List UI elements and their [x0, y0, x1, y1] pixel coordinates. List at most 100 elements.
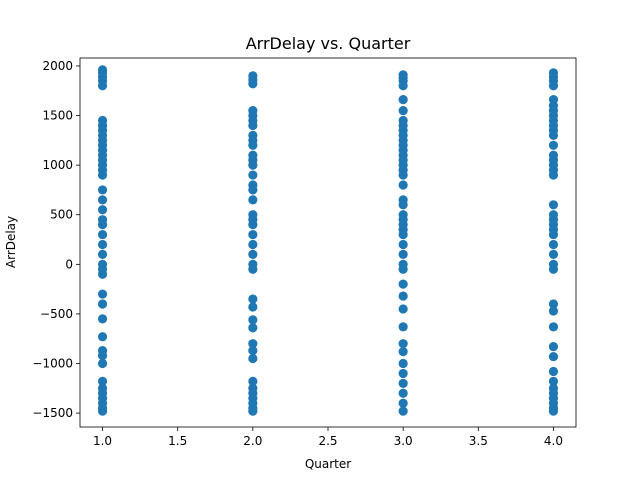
data-point-q2-24 — [248, 264, 258, 274]
data-point-q2-13 — [248, 170, 258, 180]
chart-title: ArrDelay vs. Quarter — [246, 34, 411, 53]
data-point-q3-17 — [398, 170, 408, 180]
data-point-q4-32 — [548, 351, 559, 362]
data-point-q4-23 — [548, 229, 559, 240]
data-point-q3-34 — [398, 339, 408, 349]
x-tick-label: 2.5 — [318, 434, 337, 448]
data-point-q2-9 — [248, 140, 258, 150]
data-point-q1-28 — [97, 289, 108, 299]
data-point-q1-18 — [97, 195, 108, 205]
x-tick-label: 2.0 — [243, 434, 262, 448]
x-tick-label: 4.0 — [544, 434, 563, 448]
data-point-q1-35 — [97, 376, 108, 386]
data-point-q2-29 — [248, 339, 258, 349]
y-tick-label: 500 — [50, 208, 73, 222]
data-point-q3-38 — [398, 378, 408, 388]
x-tick-label: 3.0 — [394, 434, 413, 448]
data-point-q3-4 — [398, 95, 408, 105]
data-point-q1-27 — [97, 269, 108, 279]
y-tick-label: −1500 — [32, 406, 73, 420]
y-tick-label: 0 — [65, 257, 73, 271]
data-point-q2-12 — [248, 160, 258, 170]
data-point-q3-36 — [398, 358, 408, 369]
data-point-q4-30 — [548, 322, 559, 332]
data-point-q2-2 — [248, 79, 258, 89]
data-point-q4-3 — [548, 81, 559, 91]
data-point-q2-22 — [248, 249, 258, 260]
data-point-q2-27 — [248, 315, 258, 325]
data-point-q4-11 — [548, 130, 559, 140]
data-point-q2-15 — [248, 185, 258, 195]
data-point-q2-28 — [248, 323, 258, 333]
data-point-q3-35 — [398, 347, 408, 357]
data-point-q4-17 — [548, 170, 559, 180]
x-axis-label: Quarter — [305, 457, 351, 471]
data-point-q3-39 — [398, 388, 408, 398]
data-point-q4-27 — [548, 264, 559, 274]
data-point-q4-33 — [548, 366, 559, 377]
data-point-q2-32 — [248, 376, 258, 386]
data-point-q3-33 — [398, 322, 408, 332]
data-point-q3-40 — [398, 398, 408, 408]
data-point-q3-30 — [398, 279, 408, 289]
data-point-q3-3 — [398, 81, 408, 91]
data-point-q2-19 — [248, 220, 258, 230]
data-point-q1-4 — [97, 81, 108, 91]
data-point-q4-31 — [548, 342, 559, 352]
data-point-q1-24 — [97, 249, 108, 260]
y-axis-label: ArrDelay — [4, 216, 18, 268]
data-point-q1-19 — [97, 205, 108, 215]
y-tick-label: 1000 — [42, 158, 73, 172]
data-point-q3-29 — [398, 264, 408, 274]
data-point-q4-34 — [548, 376, 559, 386]
x-axis: 1.0 1.5 2.0 2.5 3.0 3.5 4.0 — [93, 427, 563, 448]
data-point-q4-28 — [548, 299, 559, 309]
data-point-q4-29 — [548, 306, 559, 316]
x-tick-label: 1.0 — [93, 434, 112, 448]
data-point-q3-37 — [398, 368, 408, 379]
data-point-q2-25 — [248, 294, 258, 304]
data-point-q1-23 — [97, 239, 108, 250]
data-point-q2-21 — [248, 239, 258, 250]
x-tick-label: 3.5 — [469, 434, 488, 448]
data-points — [97, 65, 559, 416]
data-point-q2-26 — [248, 302, 258, 312]
x-tick-label: 1.5 — [168, 434, 187, 448]
data-point-q1-17 — [97, 185, 108, 195]
data-point-q4-24 — [548, 239, 559, 250]
data-point-q3-27 — [398, 249, 408, 260]
y-tick-label: −1000 — [32, 357, 73, 371]
data-point-q3-20 — [398, 200, 408, 210]
y-tick-label: −500 — [40, 307, 73, 321]
data-point-q2-20 — [248, 229, 258, 240]
data-point-q4-18 — [548, 200, 559, 210]
data-point-q1-30 — [97, 314, 108, 324]
data-point-q2-31 — [248, 353, 258, 364]
data-point-q3-26 — [398, 239, 408, 250]
data-point-q3-18 — [398, 180, 408, 190]
data-point-q2-30 — [248, 346, 258, 356]
data-point-q1-31 — [97, 332, 108, 342]
data-point-q1-22 — [97, 229, 108, 240]
y-axis: −1500 −1000 −500 0 500 1000 1500 2000 — [32, 59, 80, 420]
data-point-q4-25 — [548, 249, 559, 260]
y-tick-label: 2000 — [42, 59, 73, 73]
y-tick-label: 1500 — [42, 109, 73, 123]
data-point-q3-31 — [398, 291, 408, 301]
data-point-q3-5 — [398, 105, 408, 116]
data-point-q3-25 — [398, 229, 408, 240]
data-point-q3-41 — [398, 406, 408, 416]
data-point-q1-41 — [97, 406, 108, 416]
data-point-q4-40 — [548, 406, 559, 416]
plot-frame — [79, 57, 577, 428]
data-point-q1-33 — [97, 350, 108, 361]
data-point-q1-29 — [97, 299, 108, 309]
data-point-q1-34 — [97, 358, 108, 369]
data-point-q3-32 — [398, 304, 408, 314]
data-point-q1-21 — [97, 220, 108, 230]
data-point-q2-16 — [248, 195, 258, 205]
data-point-q1-16 — [97, 170, 108, 180]
data-point-q2-38 — [248, 406, 258, 416]
data-point-q4-12 — [548, 140, 559, 150]
